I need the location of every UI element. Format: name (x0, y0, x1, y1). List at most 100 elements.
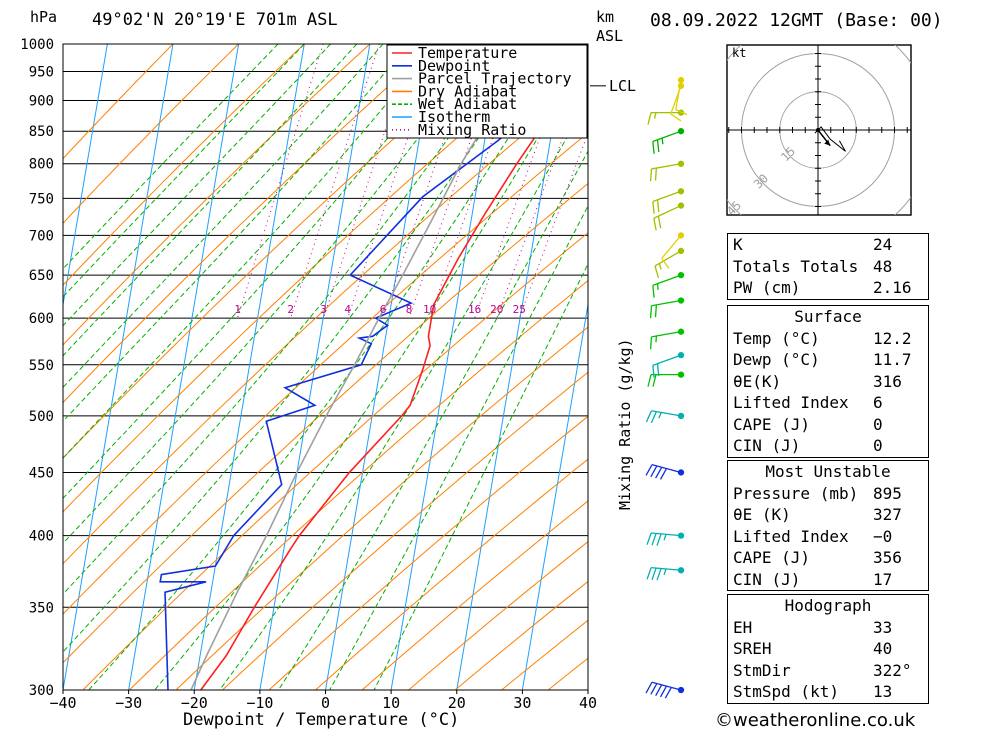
dry-adiabat-line (63, 132, 588, 615)
most-unstable-row: θE (K) 327 (728, 504, 928, 526)
wind-barb-flag (651, 567, 657, 580)
wind-barb (652, 351, 685, 378)
wind-barb-flag (656, 363, 660, 377)
index-row-value: 2.16 (873, 278, 912, 297)
x-tick-label: 40 (579, 694, 597, 712)
most-unstable-row: Lifted Index −0 (728, 526, 928, 548)
surface-row: Dewp (°C) 11.7 (728, 349, 928, 371)
mixing-ratio-title: Mixing Ratio (g/kg) (616, 338, 634, 510)
surface-row-label: θE(K) (733, 371, 782, 391)
wind-barb-flag (652, 365, 655, 378)
dry-adiabat-line (82, 232, 588, 690)
index-row-label: PW (cm) (733, 278, 801, 297)
most-unstable-row-value: 17 (873, 569, 893, 589)
wind-barb (649, 297, 685, 319)
surface-row: CIN (J) 0 (728, 435, 928, 457)
indices-panel: K 24 Totals Totals 48 PW (cm) 2.16 (727, 233, 929, 300)
isotherm-line (193, 44, 305, 690)
hodograph-table-title: Hodograph (784, 596, 872, 615)
legend-label: Temperature (418, 44, 517, 62)
wind-barb-flag (647, 112, 652, 125)
hodograph-row: SREH 40 (728, 638, 928, 660)
wind-barb (647, 371, 685, 387)
x-axis-title: Dewpoint / Temperature (°C) (183, 710, 460, 730)
x-tick-label: 0 (321, 694, 330, 712)
dry-adiabat-line (63, 44, 174, 160)
mixing-ratio-label: 2 (287, 303, 294, 316)
x-tick-label: −20 (181, 694, 208, 712)
pressure-tick-label: 800 (29, 157, 54, 173)
wind-barb-flag (659, 468, 668, 480)
index-row-label: K (733, 235, 743, 254)
pressure-tick-label: 350 (29, 600, 54, 616)
wind-barb (653, 202, 685, 231)
wind-barb-shaft (675, 79, 682, 110)
hodograph-unit: kt (732, 46, 746, 60)
wet-adiabat-line (278, 150, 588, 690)
wind-barb (652, 128, 685, 154)
surface-row-label: CIN (J) (733, 436, 801, 455)
pressure-tick-label: 850 (29, 124, 54, 140)
pressure-unit: hPa (30, 8, 58, 26)
surface-row: Temp (°C) 12.2 (728, 328, 928, 350)
mixing-ratio-label: 6 (380, 303, 387, 316)
pressure-tick-label: 950 (29, 65, 54, 81)
mixing-ratio-label: 1 (234, 303, 241, 316)
wind-barb-flag (654, 304, 658, 318)
surface-row-value: 6 (873, 393, 883, 412)
surface-row: θE(K) 316 (728, 371, 928, 393)
dry-adiabat-line (222, 371, 588, 690)
mixing-ratio-label: 3 (320, 303, 327, 316)
most-unstable-panel: Most Unstable Pressure (mb) 895 θE (K) 327 Li… (727, 460, 929, 591)
wet-adiabat-line (63, 44, 541, 653)
wind-barb-flag (655, 684, 663, 696)
wind-barb-half (653, 112, 657, 119)
wet-adiabat-line (329, 204, 588, 690)
legend-label: Dry Adiabat (418, 82, 517, 100)
surface-row-value: 12.2 (873, 328, 912, 348)
mixing-ratio-line (408, 44, 505, 319)
wind-barb (646, 567, 685, 581)
wet-adiabat-line (63, 44, 384, 389)
wind-barb (647, 109, 685, 125)
index-row: PW (cm) 2.16 (728, 277, 928, 299)
legend-label: Mixing Ratio (418, 121, 526, 139)
wind-barb-shaft (652, 274, 682, 287)
dry-adiabat-line (315, 458, 588, 690)
plot-area (63, 44, 588, 690)
wind-barb-half (661, 137, 664, 145)
pressure-tick-label: 900 (29, 94, 54, 110)
pressure-tick-label: 400 (29, 529, 54, 545)
index-row: Totals Totals 48 (728, 256, 928, 278)
mixing-ratio-line (237, 44, 324, 319)
index-row-value: 24 (873, 235, 893, 254)
wind-barb-flag (664, 687, 672, 699)
index-row-value: 48 (873, 256, 893, 276)
hodograph-row: EH 33 (728, 617, 928, 639)
wind-barb-flag (645, 464, 653, 476)
hodograph-row-value: 322° (873, 660, 912, 680)
pressure-tick-label: 500 (29, 409, 54, 425)
temperature-series (200, 77, 560, 690)
pressure-tick-label: 300 (29, 683, 54, 699)
wind-barb-flag (645, 681, 653, 694)
dry-adiabat-line (268, 415, 588, 690)
wind-barb-half (656, 283, 659, 290)
dry-adiabat-line (63, 44, 568, 513)
dry-adiabat-line (63, 44, 371, 346)
mixing-ratio-label: 8 (406, 303, 413, 316)
wind-barb (649, 160, 685, 182)
dry-adiabat-line (63, 79, 588, 565)
x-tick-label: 10 (382, 694, 400, 712)
isotherm-line (259, 44, 371, 690)
wind-barb (654, 247, 685, 279)
wind-barb (645, 681, 685, 699)
legend-box (386, 44, 588, 139)
wet-adiabat-line (63, 44, 515, 595)
wind-barb-flag (647, 374, 652, 387)
parcel-trajectory-series (190, 77, 526, 690)
most-unstable-row-value: 895 (873, 483, 902, 503)
wind-barb-flag (645, 410, 653, 423)
isotherm-line (63, 44, 108, 308)
